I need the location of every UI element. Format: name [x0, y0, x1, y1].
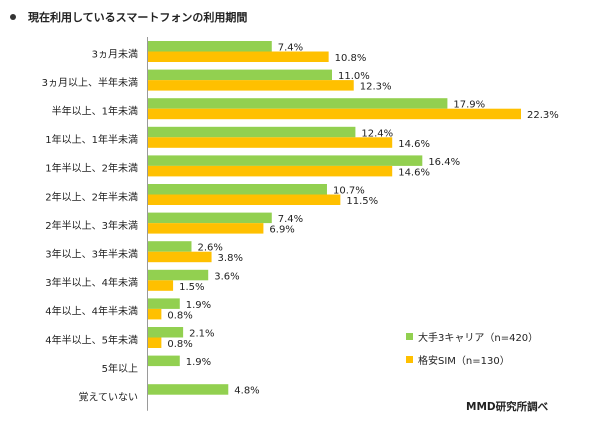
- chart-title-row: 現在利用しているスマートフォンの利用期間: [10, 9, 247, 25]
- category-label: 3ヵ月以上、半年未満: [42, 76, 138, 89]
- bar-series2: [148, 223, 264, 234]
- bar-series1: [148, 126, 356, 138]
- category-label: 覚えていない: [79, 391, 139, 404]
- data-label-series1: 7.4%: [278, 43, 303, 54]
- bar-series1: [148, 327, 184, 338]
- data-label-series2: 0.8%: [167, 339, 192, 350]
- data-label-series1: 3.6%: [214, 271, 239, 282]
- legend-swatch-orange: [406, 356, 413, 363]
- data-label-series1: 1.9%: [186, 357, 211, 368]
- bar-series1: [148, 212, 272, 224]
- data-label-series1: 11.0%: [338, 71, 370, 82]
- bar-series2: [148, 337, 162, 348]
- legend-label-series1: 大手3キャリア（n=420）: [418, 333, 539, 344]
- bar-series1: [148, 355, 180, 367]
- category-label: 3ヵ月未満: [92, 48, 138, 60]
- data-label-series2: 12.3%: [360, 82, 392, 93]
- bar-series2: [148, 308, 162, 320]
- data-label-series1: 17.9%: [453, 100, 485, 111]
- category-label: 2年以上、2年半未満: [45, 190, 138, 203]
- legend-item-series1: 大手3キャリア（n=420）: [406, 330, 539, 344]
- bar-series1: [148, 184, 327, 195]
- legend: 大手3キャリア（n=420） 格安SIM（n=130）: [406, 330, 538, 376]
- bar-series2: [148, 137, 393, 148]
- bar-series1: [148, 384, 229, 395]
- bar-series1: [148, 41, 272, 52]
- category-label: 1年半以上、2年未満: [45, 162, 138, 175]
- data-label-series2: 22.3%: [527, 110, 559, 121]
- bar-series1: [148, 69, 332, 81]
- data-label-series1: 4.8%: [234, 386, 259, 397]
- category-label: 2年半以上、3年未満: [45, 219, 138, 232]
- data-label-series2: 11.5%: [346, 196, 378, 207]
- category-label: 1年以上、1年半未満: [45, 133, 138, 146]
- category-label: 5年以上: [102, 362, 138, 375]
- data-label-series1: 2.1%: [189, 329, 214, 340]
- source-note: MMD研究所調べ: [466, 401, 549, 413]
- data-label-series1: 1.9%: [186, 300, 211, 311]
- data-label-series2: 3.8%: [218, 253, 243, 264]
- data-label-series2: 1.5%: [179, 282, 204, 293]
- bar-series1: [148, 155, 423, 166]
- category-label: 半年以上、1年未満: [52, 105, 138, 118]
- bullet-icon: [10, 14, 16, 20]
- data-label-series2: 10.8%: [335, 53, 367, 64]
- bar-series2: [148, 165, 393, 177]
- data-label-series1: 16.4%: [428, 157, 460, 168]
- category-label: 3年半以上、4年未満: [45, 276, 138, 289]
- bar-series2: [148, 251, 212, 263]
- bar-series2: [148, 194, 341, 205]
- bar-series1: [148, 241, 192, 252]
- bar-series2: [148, 51, 329, 62]
- data-label-series1: 12.4%: [361, 128, 393, 139]
- data-label-series2: 0.8%: [167, 310, 192, 321]
- chart-title: 現在利用しているスマートフォンの利用期間: [28, 11, 248, 24]
- legend-swatch-green: [406, 333, 413, 340]
- data-label-series2: 14.6%: [398, 139, 430, 150]
- category-label: 4年以上、4年半未満: [45, 305, 138, 318]
- bar-series1: [148, 98, 448, 109]
- bar-series1: [148, 298, 180, 309]
- category-label: 3年以上、3年半未満: [45, 248, 138, 261]
- bar-series2: [148, 108, 521, 120]
- data-label-series1: 10.7%: [333, 186, 365, 197]
- data-label-series1: 2.6%: [197, 243, 222, 254]
- bar-series2: [148, 80, 354, 91]
- data-label-series2: 14.6%: [398, 167, 430, 178]
- data-label-series2: 6.9%: [269, 225, 294, 236]
- data-label-series1: 7.4%: [278, 214, 303, 225]
- legend-item-series2: 格安SIM（n=130）: [406, 353, 538, 367]
- legend-label-series2: 格安SIM（n=130）: [418, 356, 510, 367]
- bar-series2: [148, 280, 174, 291]
- category-label: 4年半以上、5年未満: [45, 333, 138, 346]
- bar-series1: [148, 269, 209, 281]
